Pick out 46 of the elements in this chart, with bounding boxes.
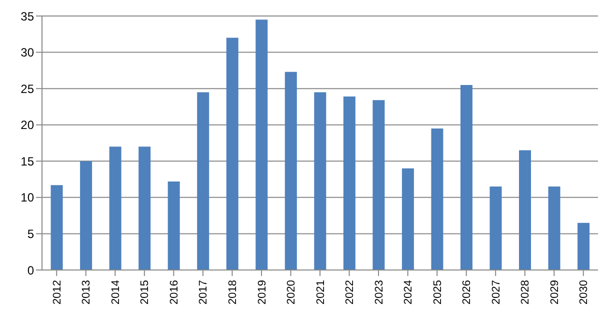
x-tick-label: 2029 [548, 280, 561, 304]
bar [80, 161, 92, 270]
x-tick-label: 2026 [461, 280, 474, 304]
x-tick-label: 2012 [51, 280, 64, 304]
bar [314, 92, 326, 270]
x-tick-label: 2027 [490, 280, 502, 304]
bar [226, 38, 238, 270]
bar [50, 185, 63, 270]
bar [197, 92, 210, 270]
bar [431, 128, 444, 270]
x-tick-label: 2020 [286, 280, 298, 304]
bar [343, 96, 356, 270]
bar [168, 181, 180, 270]
x-tick-label: 2019 [256, 280, 268, 304]
x-tick-label: 2018 [227, 280, 240, 304]
x-tick-label: 2016 [168, 280, 180, 304]
bar [578, 222, 590, 270]
bar [372, 100, 385, 270]
bar [402, 168, 414, 270]
x-tick-label: 2025 [432, 280, 444, 304]
y-tick-label: 25 [20, 82, 34, 96]
y-tick-label: 10 [20, 190, 34, 205]
bar [518, 150, 531, 270]
y-tick-label: 0 [27, 263, 34, 278]
bar [548, 186, 560, 270]
x-tick-label: 2022 [344, 280, 356, 304]
x-tick-label: 2024 [402, 280, 415, 304]
y-tick-label: 15 [20, 154, 34, 168]
x-tick-label: 2015 [139, 280, 152, 304]
x-tick-label: 2021 [314, 280, 327, 304]
bar [284, 72, 297, 270]
x-tick-label: 2017 [198, 280, 210, 304]
y-tick-label: 35 [20, 9, 34, 24]
x-tick-label: 2028 [520, 280, 532, 304]
y-tick-label: 30 [20, 46, 34, 60]
bar [109, 146, 122, 270]
bar [460, 84, 472, 270]
x-tick-label: 2023 [373, 280, 386, 304]
y-tick-label: 20 [20, 118, 34, 132]
x-tick-label: 2013 [80, 280, 93, 304]
bar [256, 20, 268, 270]
y-tick-label: 5 [27, 226, 34, 241]
bar [138, 146, 151, 270]
bar [490, 186, 502, 270]
x-tick-label: 2030 [578, 280, 590, 304]
x-tick-label: 2014 [110, 280, 122, 304]
